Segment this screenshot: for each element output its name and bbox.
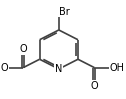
- Text: O: O: [20, 44, 27, 54]
- Text: N: N: [55, 64, 62, 74]
- Text: O: O: [90, 81, 98, 91]
- Text: OH: OH: [109, 63, 124, 73]
- Text: Br: Br: [59, 7, 70, 17]
- Text: O: O: [1, 63, 8, 73]
